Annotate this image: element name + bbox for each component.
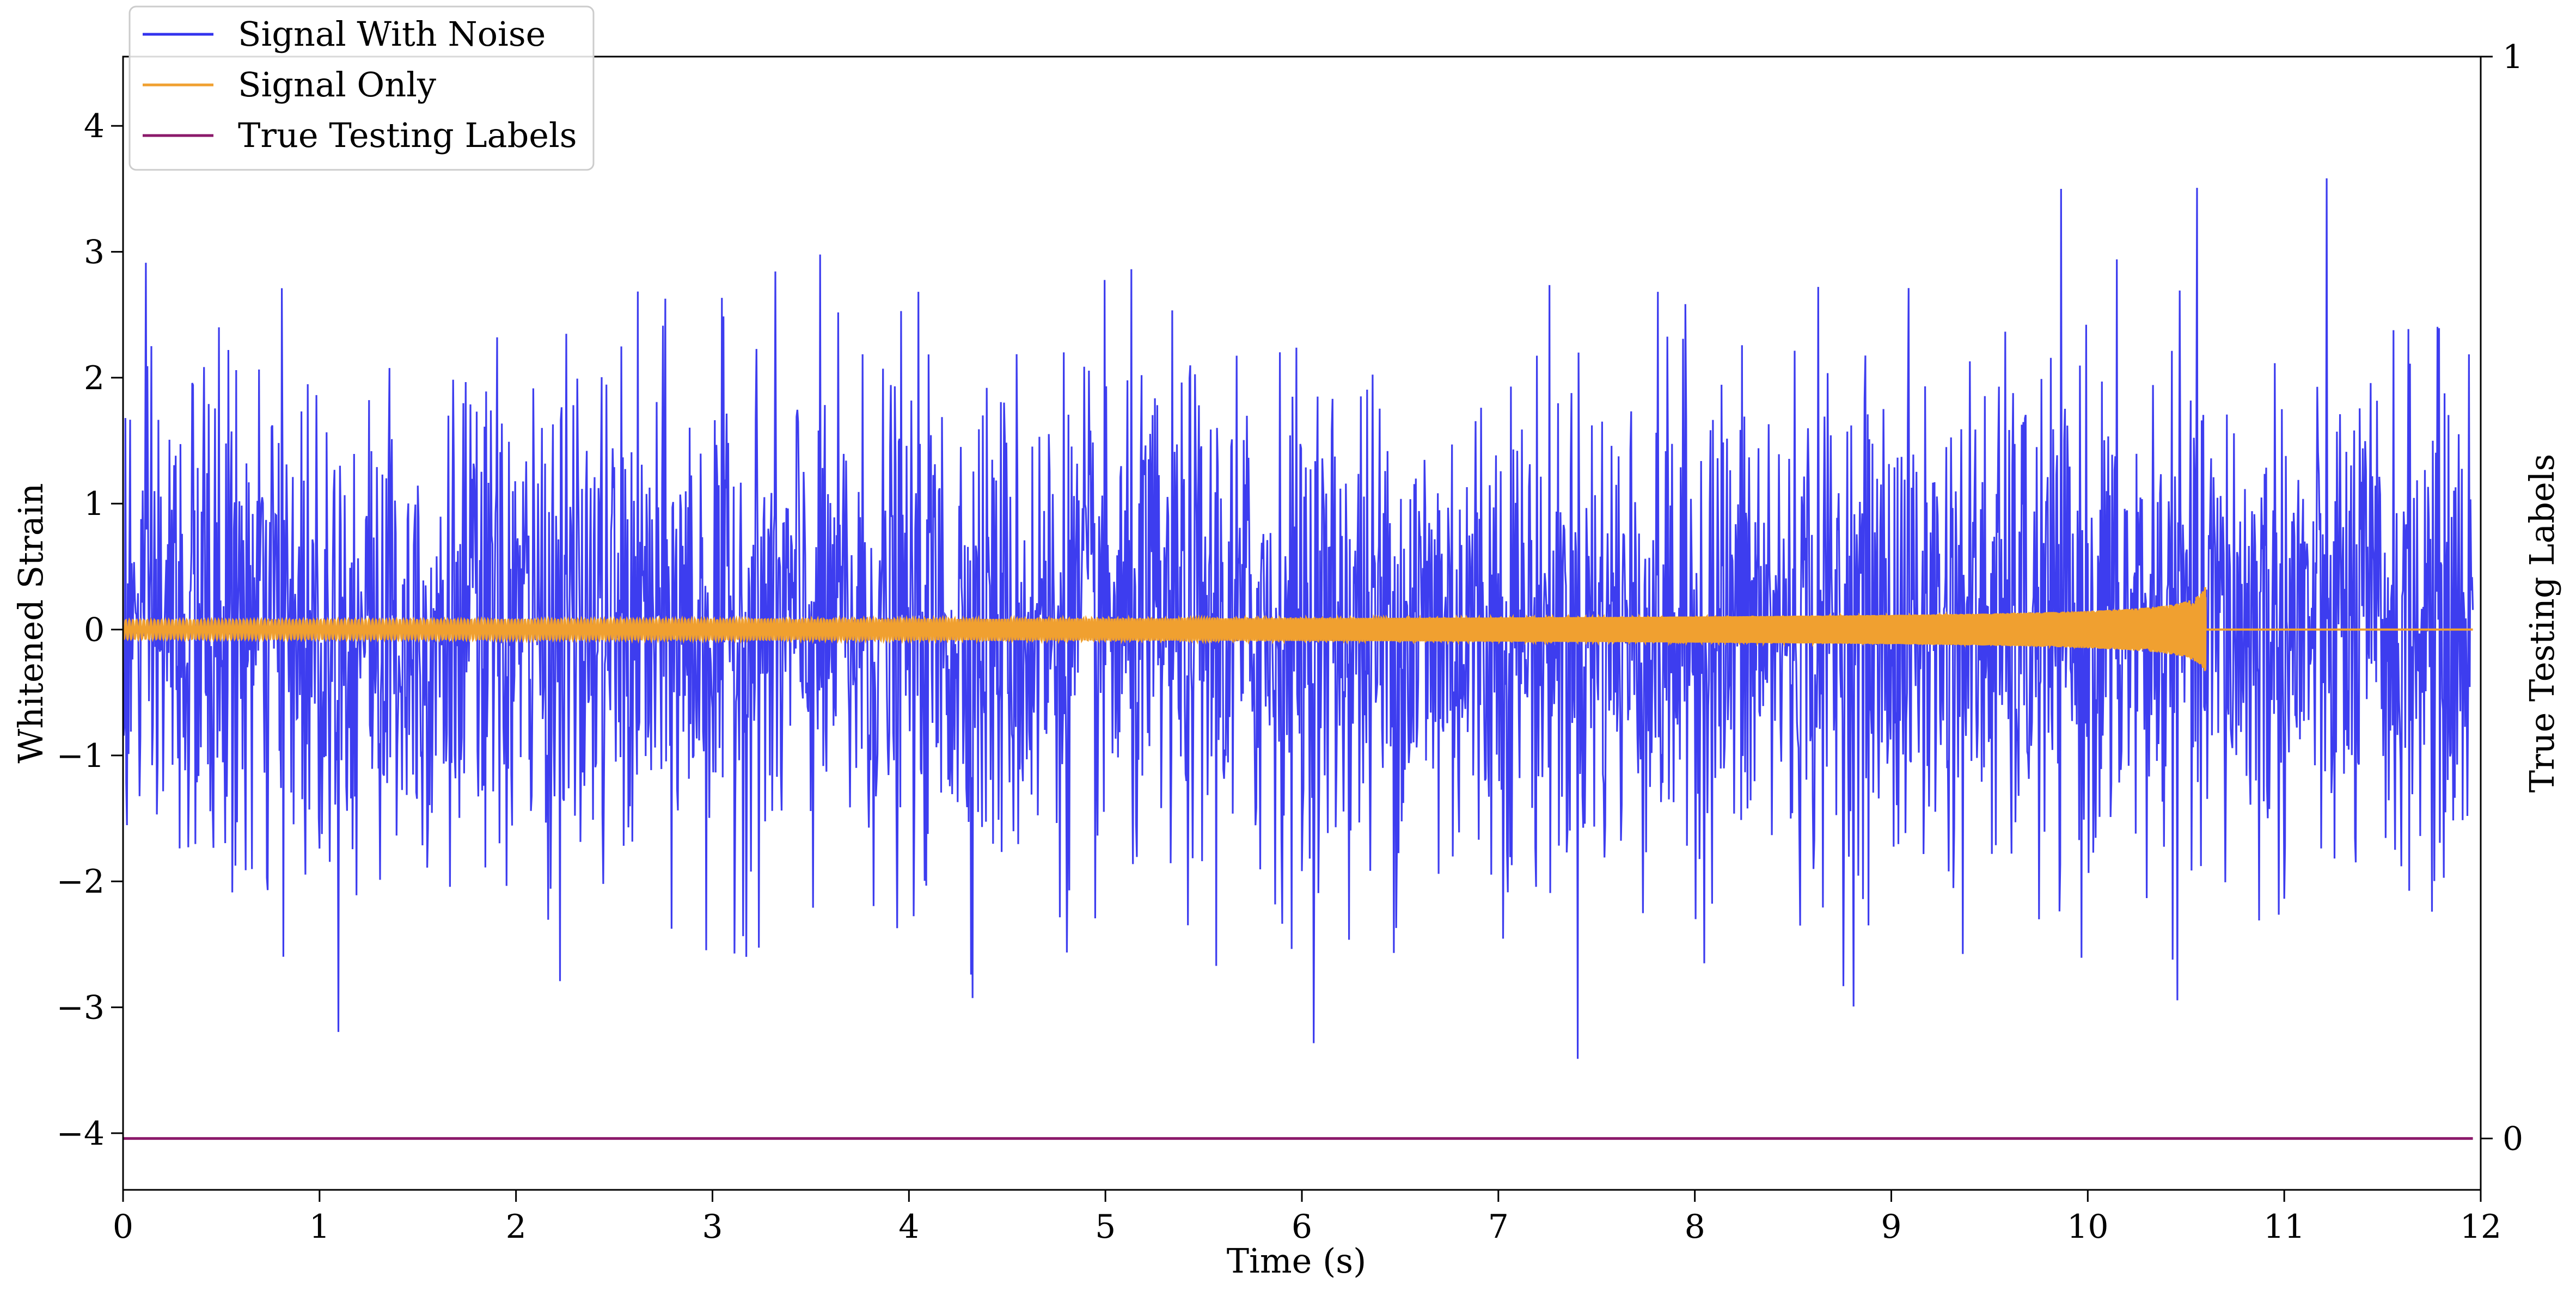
y-tick-label: 4 <box>84 107 105 145</box>
x-axis-label: Time (s) <box>1227 1241 1367 1281</box>
y-tick-label: −4 <box>57 1115 105 1153</box>
legend-label-true-testing-labels: True Testing Labels <box>238 115 577 155</box>
legend: Signal With Noise Signal Only True Testi… <box>129 5 595 171</box>
x-tick-label: 4 <box>898 1208 919 1246</box>
legend-label-signal-only: Signal Only <box>238 65 436 105</box>
x-tick-label: 9 <box>1881 1208 1901 1246</box>
legend-label-signal-with-noise: Signal With Noise <box>238 14 546 54</box>
x-tick-label: 11 <box>2263 1208 2305 1246</box>
y-axis-right-label: True Testing Labels <box>2522 454 2562 793</box>
y-axis-label: Whitened Strain <box>11 483 51 764</box>
x-tick-label: 8 <box>1685 1208 1705 1246</box>
x-tick-label: 3 <box>702 1208 723 1246</box>
y-tick-label: 2 <box>84 359 105 397</box>
x-tick-label: 7 <box>1488 1208 1509 1246</box>
x-tick-label: 10 <box>2067 1208 2108 1246</box>
y-right-tick-label: 1 <box>2502 38 2523 76</box>
x-tick-label: 0 <box>113 1208 133 1246</box>
x-tick-label: 6 <box>1292 1208 1312 1246</box>
y-tick-label: 0 <box>84 611 105 649</box>
y-tick-label: 3 <box>84 234 105 272</box>
x-tick-label: 5 <box>1095 1208 1116 1246</box>
legend-box <box>129 5 595 171</box>
series-line-signal-with-noise <box>123 178 2474 1059</box>
y-tick-label: 1 <box>84 485 105 523</box>
y-right-tick-label: 0 <box>2502 1120 2523 1158</box>
x-tick-label: 12 <box>2460 1208 2501 1246</box>
y-tick-label: −1 <box>57 737 105 775</box>
x-tick-label: 2 <box>506 1208 527 1246</box>
y-tick-label: −3 <box>57 989 105 1027</box>
y-tick-label: −2 <box>57 863 105 901</box>
series-line-signal-only <box>123 587 2473 671</box>
x-tick-label: 1 <box>309 1208 330 1246</box>
